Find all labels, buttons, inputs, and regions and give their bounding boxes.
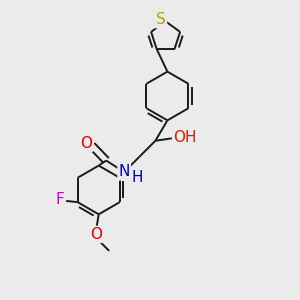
Text: F: F <box>56 192 64 207</box>
Text: H: H <box>131 170 142 185</box>
Text: N: N <box>118 164 130 179</box>
Text: O: O <box>90 227 102 242</box>
Text: O: O <box>80 136 92 151</box>
Text: OH: OH <box>173 130 196 145</box>
Text: S: S <box>156 12 166 27</box>
